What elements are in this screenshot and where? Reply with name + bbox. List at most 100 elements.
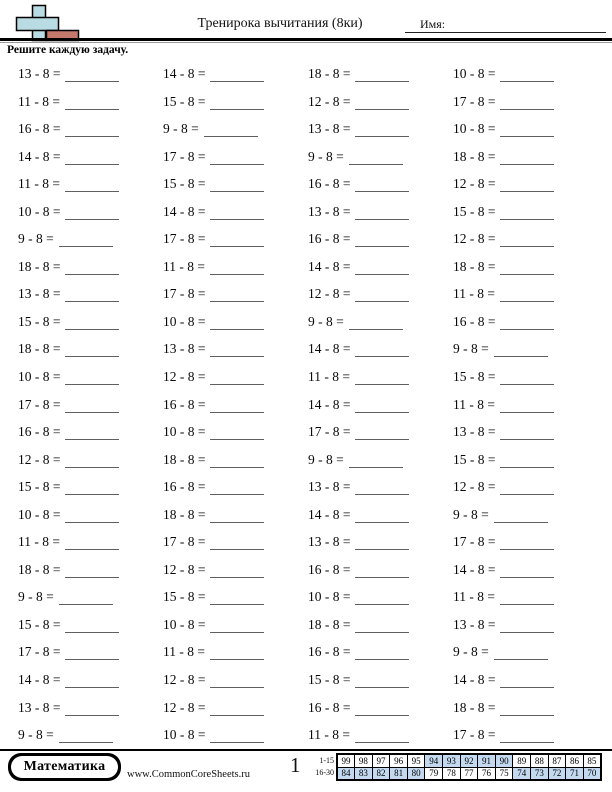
answer-blank[interactable] (500, 537, 555, 551)
answer-blank[interactable] (210, 344, 265, 358)
answer-blank[interactable] (210, 455, 265, 468)
answer-blank[interactable] (210, 372, 265, 386)
answer-blank[interactable] (499, 592, 554, 606)
answer-blank[interactable] (65, 289, 120, 303)
answer-blank[interactable] (203, 124, 258, 138)
answer-blank[interactable] (210, 510, 265, 523)
answer-blank[interactable] (500, 124, 555, 138)
answer-blank[interactable] (65, 317, 120, 330)
answer-blank[interactable] (493, 510, 548, 523)
answer-blank[interactable] (210, 317, 265, 330)
answer-blank[interactable] (210, 69, 265, 82)
answer-blank[interactable] (348, 317, 403, 330)
answer-blank[interactable] (65, 675, 120, 689)
answer-blank[interactable] (65, 703, 120, 716)
answer-blank[interactable] (354, 730, 409, 744)
answer-blank[interactable] (65, 124, 120, 138)
answer-blank[interactable] (65, 400, 120, 413)
answer-blank[interactable] (355, 400, 410, 413)
answer-blank[interactable] (500, 234, 555, 248)
answer-blank[interactable] (500, 675, 555, 689)
answer-blank[interactable] (65, 455, 120, 468)
answer-blank[interactable] (500, 703, 555, 716)
answer-blank[interactable] (500, 455, 555, 468)
answer-blank[interactable] (65, 565, 120, 578)
answer-blank[interactable] (500, 207, 555, 220)
answer-blank[interactable] (500, 262, 555, 275)
answer-blank[interactable] (210, 234, 265, 248)
answer-blank[interactable] (58, 234, 113, 248)
answer-blank[interactable] (210, 400, 265, 413)
answer-blank[interactable] (500, 620, 555, 633)
answer-blank[interactable] (499, 400, 554, 413)
answer-blank[interactable] (65, 152, 120, 165)
answer-blank[interactable] (355, 69, 410, 82)
answer-blank[interactable] (355, 344, 410, 358)
answer-blank[interactable] (355, 703, 410, 716)
answer-blank[interactable] (355, 97, 410, 110)
answer-blank[interactable] (355, 592, 410, 606)
answer-blank[interactable] (493, 344, 548, 358)
answer-blank[interactable] (355, 234, 410, 248)
answer-blank[interactable] (210, 730, 265, 744)
answer-blank[interactable] (500, 152, 555, 165)
answer-blank[interactable] (64, 97, 119, 110)
answer-blank[interactable] (355, 289, 410, 303)
answer-blank[interactable] (210, 620, 265, 633)
answer-blank[interactable] (65, 344, 120, 358)
answer-blank[interactable] (65, 427, 120, 441)
answer-blank[interactable] (210, 675, 265, 689)
answer-blank[interactable] (210, 703, 265, 716)
answer-blank[interactable] (355, 647, 410, 661)
answer-blank[interactable] (500, 730, 555, 744)
answer-blank[interactable] (210, 152, 265, 165)
answer-blank[interactable] (209, 647, 264, 661)
answer-blank[interactable] (499, 289, 554, 303)
answer-blank[interactable] (210, 537, 265, 551)
answer-blank[interactable] (210, 592, 265, 606)
answer-blank[interactable] (500, 179, 555, 193)
answer-blank[interactable] (64, 179, 119, 193)
answer-blank[interactable] (500, 69, 555, 82)
answer-blank[interactable] (355, 675, 410, 689)
answer-blank[interactable] (65, 482, 120, 496)
answer-blank[interactable] (65, 69, 120, 82)
answer-blank[interactable] (58, 592, 113, 606)
answer-blank[interactable] (65, 372, 120, 386)
answer-blank[interactable] (500, 427, 555, 441)
answer-blank[interactable] (210, 565, 265, 578)
answer-blank[interactable] (65, 620, 120, 633)
answer-blank[interactable] (65, 647, 120, 661)
answer-blank[interactable] (210, 97, 265, 110)
answer-blank[interactable] (493, 647, 548, 661)
answer-blank[interactable] (354, 372, 409, 386)
answer-blank[interactable] (65, 262, 120, 275)
answer-blank[interactable] (210, 482, 265, 496)
answer-blank[interactable] (355, 510, 410, 523)
answer-blank[interactable] (58, 730, 113, 744)
answer-blank[interactable] (500, 565, 555, 578)
answer-blank[interactable] (64, 537, 119, 551)
answer-blank[interactable] (355, 124, 410, 138)
name-input-line[interactable] (405, 32, 606, 33)
answer-blank[interactable] (210, 427, 265, 441)
answer-blank[interactable] (355, 482, 410, 496)
answer-blank[interactable] (500, 482, 555, 496)
answer-blank[interactable] (355, 207, 410, 220)
answer-blank[interactable] (355, 537, 410, 551)
answer-blank[interactable] (355, 427, 410, 441)
answer-blank[interactable] (210, 289, 265, 303)
answer-blank[interactable] (65, 207, 120, 220)
answer-blank[interactable] (355, 262, 410, 275)
answer-blank[interactable] (210, 207, 265, 220)
answer-blank[interactable] (65, 510, 120, 523)
answer-blank[interactable] (348, 152, 403, 165)
answer-blank[interactable] (210, 179, 265, 193)
answer-blank[interactable] (500, 317, 555, 330)
answer-blank[interactable] (500, 97, 555, 110)
answer-blank[interactable] (348, 455, 403, 468)
answer-blank[interactable] (355, 565, 410, 578)
answer-blank[interactable] (500, 372, 555, 386)
answer-blank[interactable] (355, 179, 410, 193)
answer-blank[interactable] (209, 262, 264, 275)
